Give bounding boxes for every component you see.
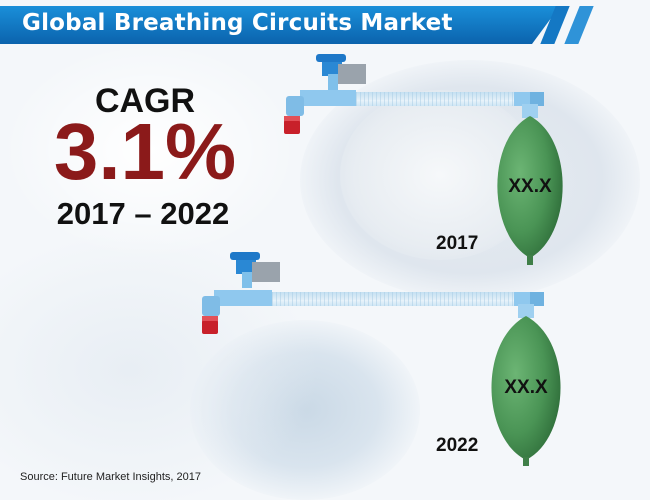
bag-value-2017: XX.X [508, 176, 552, 197]
page-title: Global Breathing Circuits Market [22, 10, 453, 36]
title-stripe [564, 6, 594, 44]
year-label-2017: 2017 [436, 233, 479, 254]
title-banner: Global Breathing Circuits Market [0, 0, 650, 47]
title-bar [0, 6, 560, 44]
cagr-label: CAGR [94, 82, 196, 120]
year-label-2022: 2022 [436, 435, 479, 456]
bag-value-2022: XX.X [504, 377, 548, 398]
cagr-period: 2017 – 2022 [56, 196, 230, 231]
cagr-value: 3.1% [53, 107, 237, 196]
source-note: Source: Future Market Insights, 2017 [20, 471, 201, 483]
